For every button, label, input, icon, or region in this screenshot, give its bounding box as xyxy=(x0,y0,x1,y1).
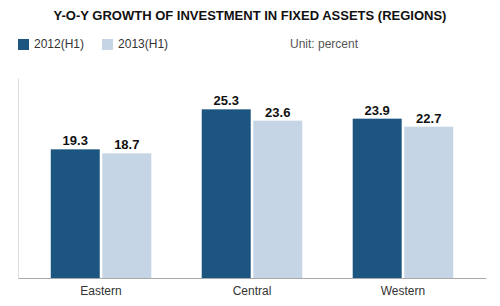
bar xyxy=(404,127,453,278)
data-label: 25.3 xyxy=(214,93,239,108)
title: Y-O-Y GROWTH OF INVESTMENT IN FIXED ASSE… xyxy=(54,8,447,23)
bars xyxy=(51,109,453,278)
bar xyxy=(202,109,251,278)
legend-label: 2012(H1) xyxy=(34,37,84,51)
bar xyxy=(51,149,100,278)
data-labels: 19.3 25.3 23.9 18.7 23.6 22.7 xyxy=(63,93,442,152)
legend-item: 2012(H1) xyxy=(18,37,84,51)
x-axis-line xyxy=(19,278,487,279)
plot: 19.3 25.3 23.9 18.7 23.6 22.7 Eastern Central We… xyxy=(19,79,487,298)
x-axis: Eastern Central Western xyxy=(19,279,487,298)
legend: 2012(H1) 2013(H1) xyxy=(18,37,168,51)
x-tick-label: Central xyxy=(233,284,272,298)
x-tick-label: Western xyxy=(381,284,425,298)
legend-swatch xyxy=(18,39,29,50)
y-axis xyxy=(18,79,19,279)
data-label: 23.9 xyxy=(365,103,390,118)
data-label: 22.7 xyxy=(416,111,441,126)
data-label: 18.7 xyxy=(114,137,139,152)
bar xyxy=(102,153,151,278)
x-tick: Central xyxy=(233,284,272,298)
x-tick: Western xyxy=(381,284,425,298)
legend-swatch xyxy=(102,39,113,50)
x-tick-label: Eastern xyxy=(80,284,121,298)
legend-item: 2013(H1) xyxy=(102,37,168,51)
bar xyxy=(253,121,302,278)
chart: Y-O-Y GROWTH OF INVESTMENT IN FIXED ASSE… xyxy=(0,0,500,306)
annotation: Unit: percent xyxy=(290,37,359,51)
data-label: 23.6 xyxy=(265,105,290,120)
data-label: 19.3 xyxy=(63,133,88,148)
legend-label: 2013(H1) xyxy=(118,37,168,51)
bar xyxy=(353,119,402,278)
y-axis-line xyxy=(18,79,19,279)
x-tick: Eastern xyxy=(80,284,121,298)
